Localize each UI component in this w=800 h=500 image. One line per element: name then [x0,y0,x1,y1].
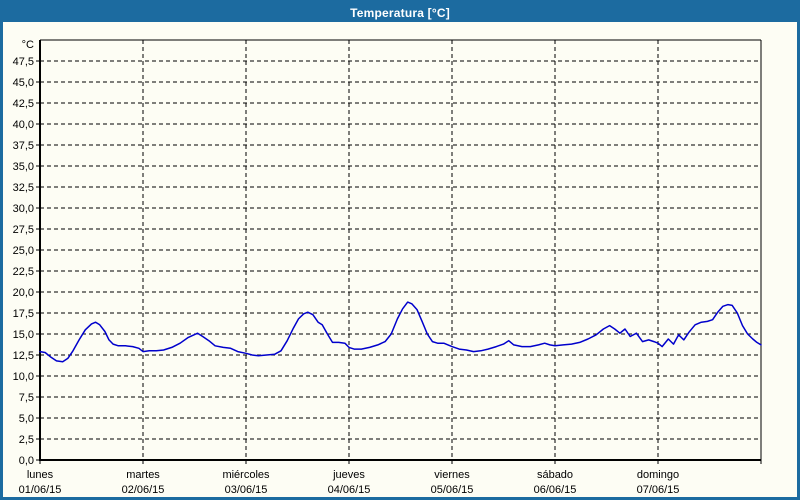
x-date-label: 03/06/15 [225,484,268,496]
y-tick-label: 0,0 [19,455,34,467]
x-date-label: 04/06/15 [328,484,371,496]
y-tick-label: 7,5 [19,392,34,404]
y-tick-label: 17,5 [13,308,34,320]
temperature-line-chart: 0,0 2,5 5,0 7,5 10,0 12,5 15,0 17,5 20,0 22,5 25,0… [13,39,762,496]
x-day-label: viernes [434,469,470,481]
y-tick-label: 5,0 [19,413,34,425]
y-tick-label: 27,5 [13,224,34,236]
window-titlebar: Temperatura [°C] [3,3,797,22]
y-tick-label: 30,0 [13,203,34,215]
y-tick-label: 12,5 [13,350,34,362]
y-tick-label: 10,0 [13,371,34,383]
y-tick-label: 37,5 [13,140,34,152]
x-date-label: 07/06/15 [637,484,680,496]
y-tick-label: 35,0 [13,161,34,173]
y-tick-label: 40,0 [13,119,34,131]
y-tick-label: 32,5 [13,182,34,194]
x-day-label: martes [126,469,160,481]
y-tick-label: 42,5 [13,98,34,110]
x-day-label: sábado [537,469,573,481]
y-axis-unit-label: °C [22,39,34,51]
y-tick-label: 2,5 [19,434,34,446]
x-date-label: 06/06/15 [534,484,577,496]
y-tick-label: 45,0 [13,77,34,89]
x-day-label: miércoles [222,469,270,481]
y-tick-label: 20,0 [13,287,34,299]
x-day-label: lunes [27,469,54,481]
y-tick-label: 25,0 [13,245,34,257]
x-day-label: domingo [637,469,679,481]
chart-area: 0,0 2,5 5,0 7,5 10,0 12,5 15,0 17,5 20,0 22,5 25,0… [3,22,797,497]
window-title: Temperatura [°C] [350,5,450,20]
x-date-label: 02/06/15 [122,484,165,496]
x-day-label: jueves [332,469,365,481]
y-tick-label: 22,5 [13,266,34,278]
temperature-series-line [39,301,762,363]
y-tick-label: 15,0 [13,329,34,341]
x-date-label: 01/06/15 [19,484,62,496]
y-tick-label: 47,5 [13,56,34,68]
x-date-label: 05/06/15 [431,484,474,496]
